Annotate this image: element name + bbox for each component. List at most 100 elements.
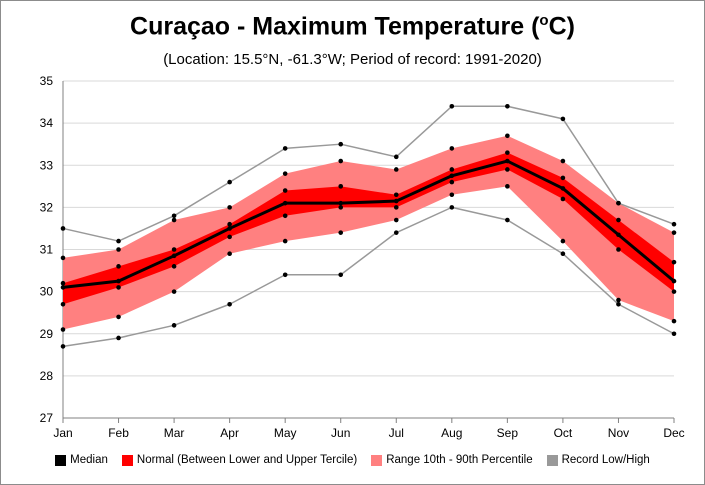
p90-point — [227, 205, 232, 210]
record-high-point — [505, 103, 510, 109]
legend-swatch-median — [55, 454, 67, 466]
lower-tercile-point — [505, 167, 510, 172]
legend-item-normal: Normal (Between Lower and Upper Tercile) — [121, 454, 357, 466]
p10-point — [560, 238, 566, 244]
record-low-point — [338, 272, 344, 278]
record-low-point — [560, 251, 566, 257]
p90-point — [338, 158, 344, 164]
p10-point — [616, 297, 621, 303]
record-high-point — [338, 141, 344, 147]
y-tick-label: 28 — [40, 369, 54, 383]
p90-point — [116, 247, 121, 252]
p90-point — [171, 217, 177, 223]
legend-label-record: Record Low/High — [561, 454, 650, 466]
legend-label-median: Median — [70, 454, 108, 466]
upper-tercile-point — [171, 247, 177, 252]
median-point — [616, 232, 621, 238]
degree-superscript: o — [539, 12, 549, 29]
median-point — [505, 158, 510, 164]
lower-tercile-point — [393, 205, 399, 210]
y-tick-label: 32 — [40, 200, 54, 214]
upper-tercile-point — [116, 264, 121, 269]
lower-tercile-point — [227, 234, 232, 240]
upper-tercile-point — [505, 150, 510, 155]
p90-point — [560, 158, 566, 164]
lower-tercile-point — [449, 179, 455, 185]
lower-tercile-point — [338, 205, 344, 210]
median-point — [671, 278, 677, 284]
record-high-point — [227, 179, 232, 185]
legend: Median Normal (Between Lower and Upper T… — [0, 454, 705, 466]
median-point — [449, 173, 455, 179]
lower-tercile-point — [171, 264, 177, 269]
record-high-point — [560, 116, 566, 122]
legend-swatch-normal — [121, 454, 133, 466]
record-high-point — [393, 154, 399, 160]
upper-tercile-point — [449, 167, 455, 172]
legend-item-range: Range 10th - 90th Percentile — [371, 454, 533, 466]
p10-point — [282, 238, 288, 244]
upper-tercile-point — [227, 221, 232, 227]
record-low-point — [227, 301, 232, 307]
record-high-point — [282, 146, 288, 151]
p10-point — [449, 192, 455, 198]
y-tick-label: 35 — [40, 74, 54, 88]
chart-title-text: Curaçao - Maximum Temperature ( — [130, 12, 540, 41]
legend-swatch-range — [371, 454, 383, 466]
record-low-point — [671, 331, 677, 337]
x-tick-label: Jun — [331, 426, 350, 440]
y-tick-label: 29 — [40, 327, 54, 341]
record-low-point — [616, 301, 621, 307]
x-tick-label: Oct — [554, 426, 573, 440]
legend-item-record: Record Low/High — [546, 454, 650, 466]
p10-point — [338, 230, 344, 235]
x-tick-label: Mar — [164, 426, 185, 440]
upper-tercile-point — [393, 192, 399, 198]
lower-tercile-point — [60, 301, 66, 307]
p10-point — [171, 289, 177, 294]
record-high-line — [62, 105, 675, 242]
record-low-point — [449, 205, 455, 210]
y-tick-label: 27 — [40, 411, 54, 425]
p10-point — [393, 217, 399, 223]
record-low-point — [60, 344, 66, 349]
record-high-point — [116, 238, 121, 244]
record-low-point — [393, 230, 399, 235]
p10-point — [505, 184, 510, 189]
p90-point — [505, 133, 510, 139]
record-high-point — [171, 213, 177, 219]
x-tick-label: Nov — [608, 426, 629, 440]
lower-tercile-point — [282, 213, 288, 219]
record-high-point — [449, 103, 455, 109]
y-tick-label: 34 — [40, 116, 54, 130]
x-tick-label: May — [274, 426, 297, 440]
upper-tercile-point — [338, 184, 344, 189]
median-point — [60, 285, 66, 290]
y-tick-label: 30 — [40, 285, 54, 299]
x-tick-label: Jan — [53, 426, 72, 440]
upper-tercile-point — [616, 217, 621, 223]
upper-tercile-point — [560, 175, 566, 181]
p90-point — [671, 230, 677, 235]
p90-point — [282, 171, 288, 176]
record-high-point — [671, 221, 677, 227]
median-point — [560, 186, 566, 191]
y-tick-label: 33 — [40, 158, 54, 172]
p90-point — [60, 255, 66, 261]
x-tick-label: Sep — [497, 426, 519, 440]
x-tick-label: Feb — [108, 426, 129, 440]
record-low-point — [282, 272, 288, 278]
x-tick-label: Aug — [441, 426, 462, 440]
legend-swatch-record — [546, 454, 558, 466]
lower-tercile-point — [671, 289, 677, 294]
p10-point — [227, 251, 232, 257]
x-tick-label: Dec — [663, 426, 684, 440]
percentile-range-band — [63, 135, 674, 330]
p10-point — [671, 318, 677, 324]
record-low-point — [116, 335, 121, 341]
chart-title: Curaçao - Maximum Temperature (oC) — [0, 12, 705, 41]
record-low-point — [171, 323, 177, 328]
p90-point — [449, 146, 455, 151]
p90-point — [393, 167, 399, 172]
